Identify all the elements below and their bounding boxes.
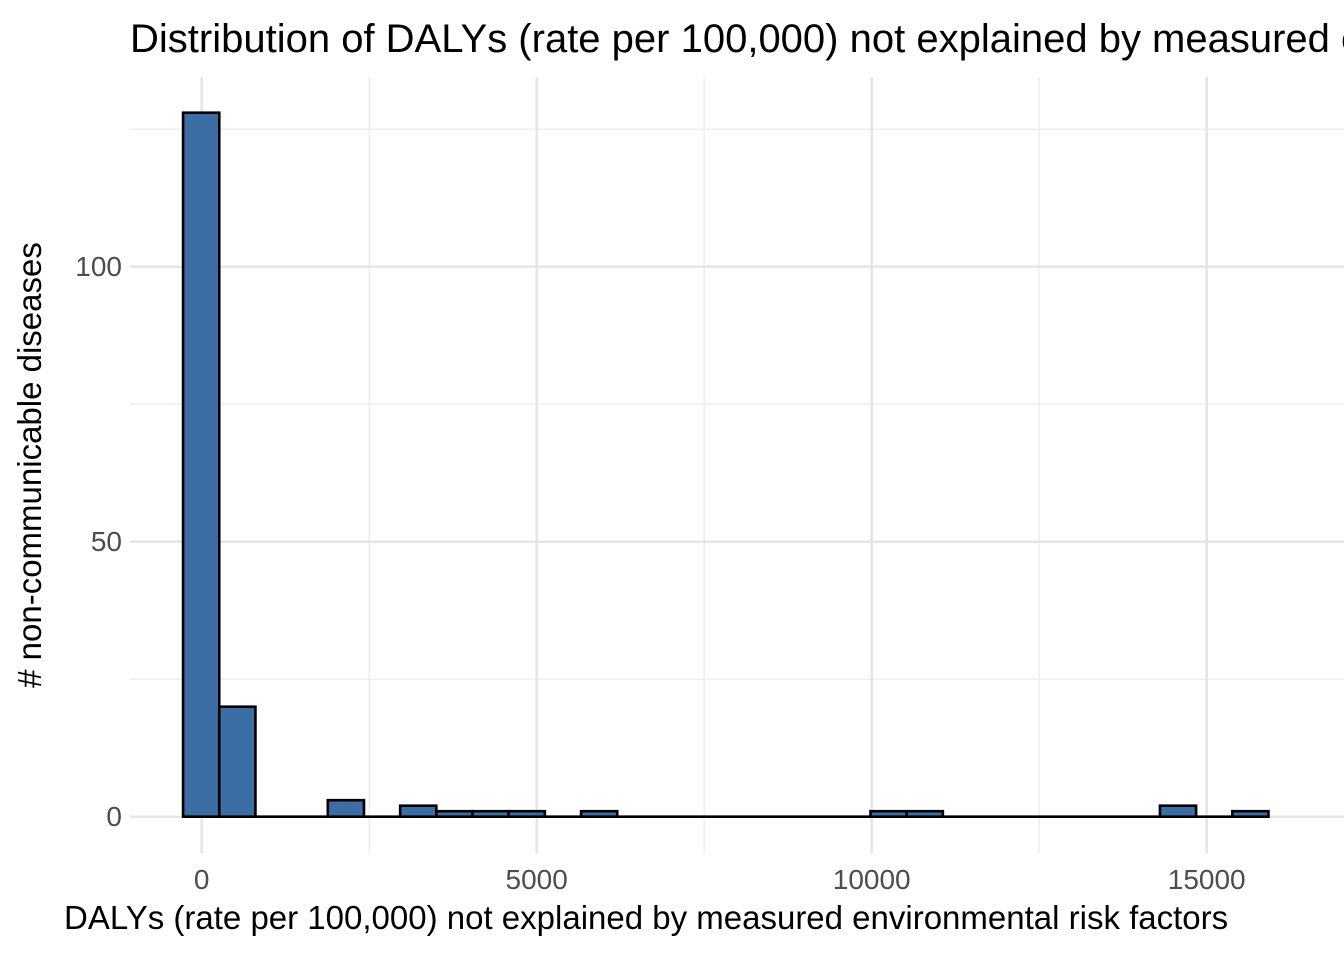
histogram-bar <box>507 809 547 819</box>
histogram-bar <box>869 809 908 819</box>
y-tick-label: 100 <box>75 250 122 282</box>
x-axis-title: DALYs (rate per 100,000) not explained b… <box>64 899 1229 936</box>
histogram-bar <box>471 809 510 819</box>
x-tick-label: 5000 <box>505 864 568 895</box>
histogram-bar <box>435 809 474 819</box>
histogram-bar <box>326 798 366 819</box>
y-axis-title: # non-communicable diseases <box>11 242 48 688</box>
x-tick-label: 10000 <box>832 864 911 895</box>
x-tick-label: 15000 <box>1167 864 1246 895</box>
histogram-bar <box>1230 809 1270 819</box>
histogram-bar <box>905 809 945 819</box>
chart-title: Distribution of DALYs (rate per 100,000)… <box>130 17 1344 61</box>
y-tick-label: 0 <box>106 800 122 832</box>
histogram-bar <box>217 705 257 819</box>
histogram-bar <box>181 111 221 818</box>
y-tick-label: 50 <box>90 525 122 557</box>
histogram-bar <box>579 809 619 819</box>
histogram-bar <box>398 804 438 819</box>
x-tick-label: 0 <box>193 864 210 895</box>
histogram-bar <box>1158 804 1198 819</box>
